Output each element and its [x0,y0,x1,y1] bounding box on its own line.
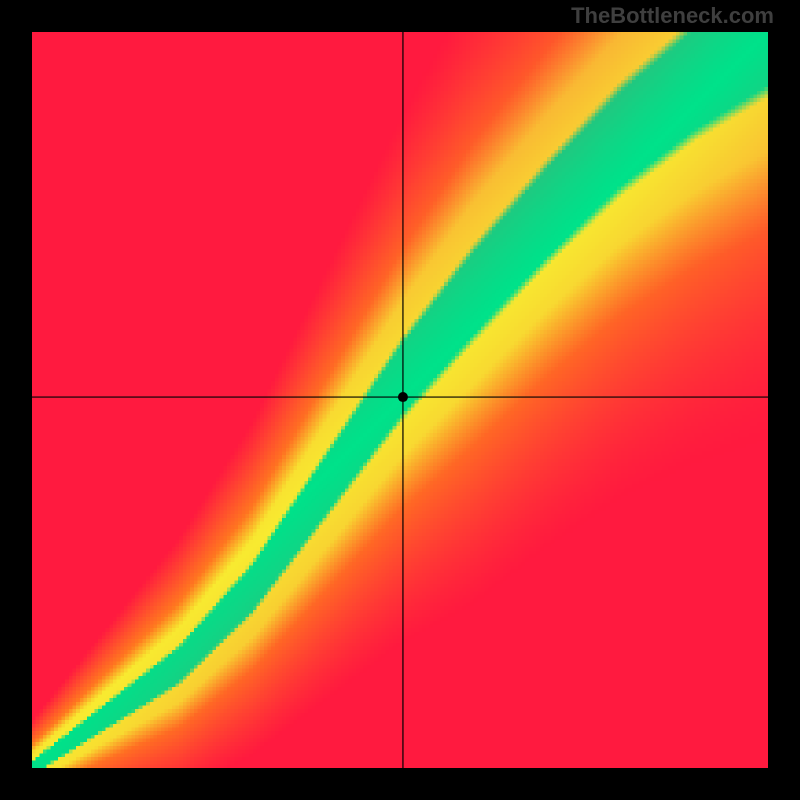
crosshair-marker [398,392,408,402]
chart-container: TheBottleneck.com [0,0,800,800]
watermark-text: TheBottleneck.com [571,3,774,29]
overlay-svg [0,0,800,800]
